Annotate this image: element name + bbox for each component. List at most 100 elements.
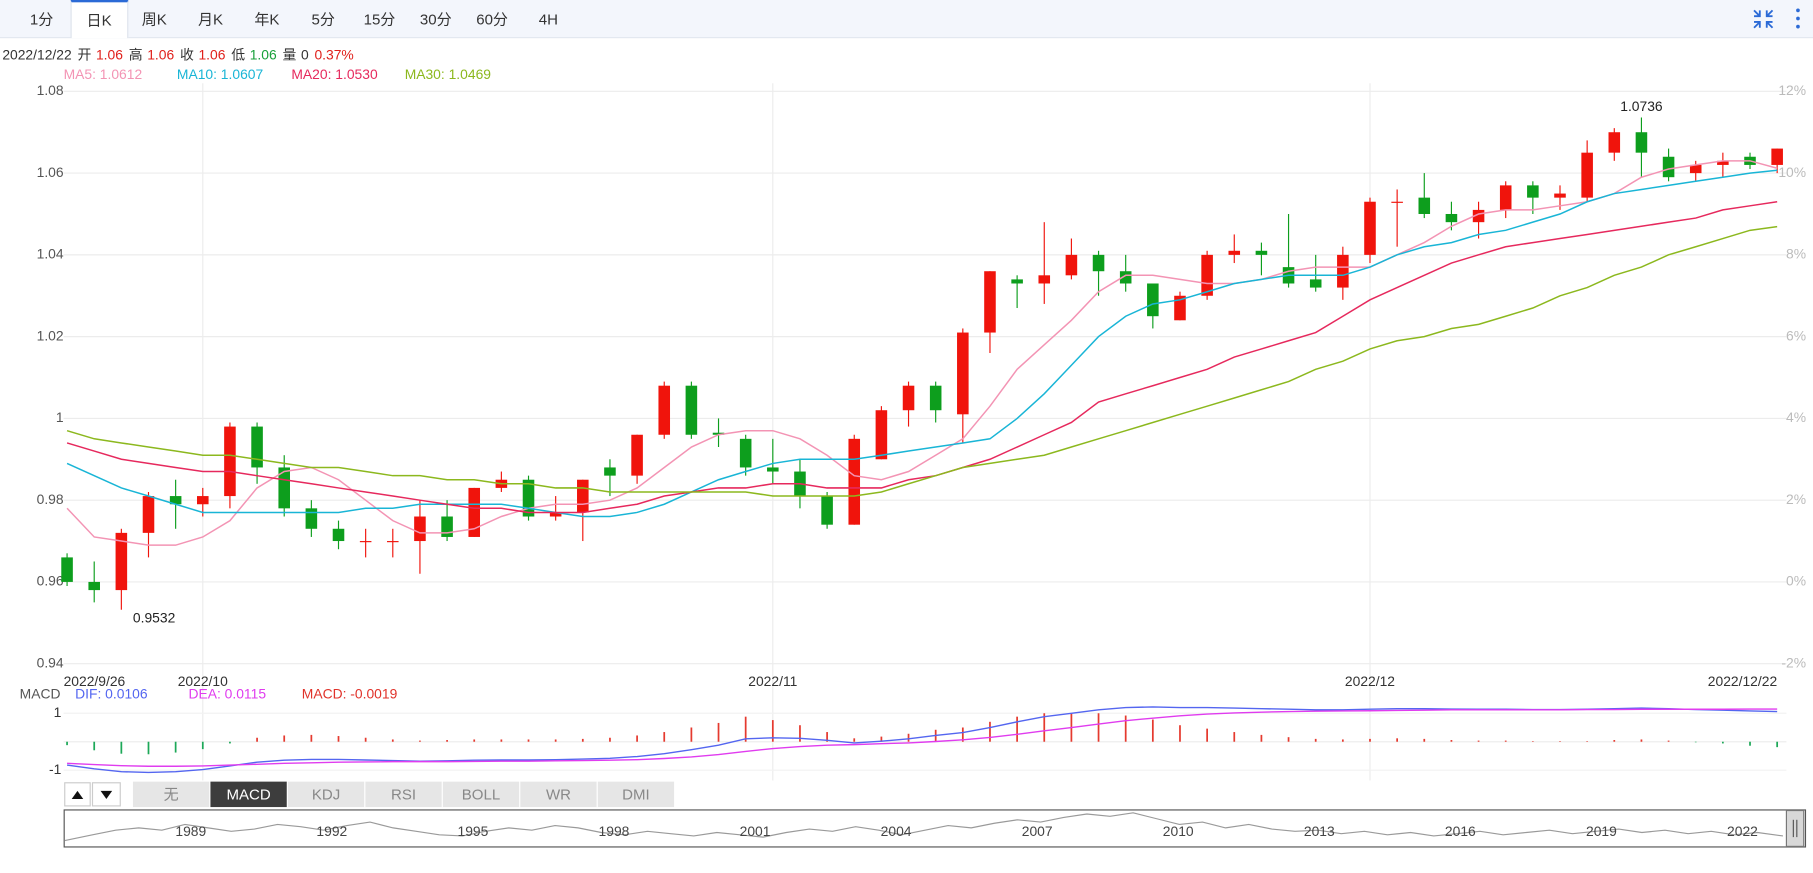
macd-line bbox=[67, 708, 1778, 767]
x-tick-label: 2022/11 bbox=[748, 673, 797, 689]
ma-line bbox=[66, 201, 1778, 514]
y-tick-label: 0.94 bbox=[37, 654, 64, 670]
candle-body bbox=[984, 271, 996, 333]
info-label: 量 bbox=[282, 46, 296, 62]
candle-body bbox=[1554, 193, 1566, 198]
candle-body bbox=[414, 516, 426, 542]
navigator-year: 2007 bbox=[1022, 823, 1053, 839]
y2-tick-label: 0% bbox=[1786, 573, 1806, 589]
ohlc-info: 2022/12/22 开 1.06 高 1.06 收 1.06 低 1.06 量 0 0.37% bbox=[2, 46, 353, 62]
candle-body bbox=[305, 508, 318, 529]
info-date: 2022/12/22 bbox=[2, 46, 72, 62]
y-tick-label: 1.02 bbox=[37, 327, 64, 343]
menu-dot[interactable] bbox=[1796, 8, 1800, 13]
candle-body bbox=[1174, 295, 1186, 321]
menu-dot[interactable] bbox=[1796, 16, 1800, 21]
candle-body bbox=[522, 479, 535, 517]
info-label: 低 bbox=[231, 46, 245, 62]
candle-body bbox=[875, 410, 888, 460]
y2-tick-label: 10% bbox=[1778, 164, 1806, 180]
candle-body bbox=[1201, 254, 1213, 296]
indicator-tab[interactable] bbox=[365, 781, 442, 808]
y-tick-label: 0.96 bbox=[37, 573, 64, 589]
period-tab[interactable]: 月K bbox=[198, 10, 224, 28]
candle-body bbox=[1337, 254, 1349, 288]
macd-legend: DEA: 0.0115 bbox=[188, 686, 266, 702]
candle-body bbox=[197, 496, 209, 505]
period-tab[interactable]: 1分 bbox=[29, 10, 54, 28]
period-tab[interactable]: 年K bbox=[254, 10, 280, 28]
indicator-tab-label: BOLL bbox=[462, 786, 500, 803]
candle-body bbox=[1608, 132, 1621, 153]
candle-body bbox=[1635, 132, 1648, 153]
navigator-year: 1998 bbox=[599, 823, 630, 839]
indicator-tab[interactable] bbox=[132, 781, 210, 808]
y2-tick-label: 12% bbox=[1778, 82, 1806, 98]
candle-body bbox=[1228, 250, 1241, 255]
candle-body bbox=[1255, 250, 1268, 255]
candle-body bbox=[685, 385, 698, 435]
macd-legend: DIF: 0.0106 bbox=[75, 686, 148, 702]
candle-body bbox=[1011, 279, 1023, 284]
indicator-tab-label: 无 bbox=[164, 786, 179, 803]
y2-tick-label: 2% bbox=[1786, 491, 1806, 507]
candle-body bbox=[278, 467, 290, 509]
navigator-year: 1989 bbox=[175, 823, 206, 839]
period-tab[interactable]: 30分 bbox=[419, 10, 452, 28]
candle-body bbox=[767, 467, 779, 472]
candle-body bbox=[1717, 160, 1729, 165]
candle-body bbox=[549, 512, 562, 517]
candle-body bbox=[251, 426, 263, 468]
ma-line bbox=[66, 225, 1778, 497]
candle-body bbox=[577, 479, 589, 513]
indicator-tab-label: DMI bbox=[622, 786, 650, 803]
period-tab[interactable]: 5分 bbox=[311, 10, 335, 28]
indicator-tab-label: KDJ bbox=[312, 786, 340, 803]
x-tick-label: 2022/12 bbox=[1345, 673, 1395, 689]
indicator-tab[interactable] bbox=[520, 781, 597, 808]
collapse-icon[interactable] bbox=[1753, 9, 1774, 29]
indicator-tab[interactable] bbox=[287, 781, 365, 808]
y-tick-label: 1 bbox=[54, 704, 62, 720]
candle-body bbox=[1689, 164, 1702, 174]
period-tab[interactable]: 15分 bbox=[363, 10, 396, 28]
macd-legend: MACD: -0.0019 bbox=[302, 686, 398, 702]
navigator-handle[interactable] bbox=[1785, 809, 1805, 847]
ma-legend: MA30: 1.0469 bbox=[405, 66, 492, 82]
navigator-year: 2019 bbox=[1586, 823, 1617, 839]
period-tab[interactable]: 周K bbox=[141, 10, 167, 28]
candle-body bbox=[929, 385, 942, 411]
candle-body bbox=[1662, 156, 1675, 178]
menu-dot[interactable] bbox=[1796, 24, 1800, 29]
candle-body bbox=[441, 516, 453, 537]
navigator bbox=[63, 809, 1807, 848]
x-tick-label: 2022/10 bbox=[178, 673, 228, 689]
y2-tick-label: 4% bbox=[1786, 409, 1806, 425]
y-tick-label: 1.04 bbox=[37, 246, 64, 262]
period-toolbar: 1分 日K 周K 月K 年K 5分 15分 30分 60分 4H bbox=[0, 0, 1813, 39]
period-tab[interactable]: 60分 bbox=[476, 10, 508, 28]
candle-body bbox=[224, 426, 236, 497]
candle-body bbox=[1391, 201, 1403, 203]
window-icons bbox=[1753, 8, 1800, 29]
indicator-tab-label: MACD bbox=[226, 786, 270, 803]
indicator-tab[interactable] bbox=[597, 781, 675, 808]
info-label: 开 bbox=[77, 46, 91, 62]
indicator-tab[interactable] bbox=[442, 781, 520, 808]
indicator-tab[interactable] bbox=[210, 781, 287, 808]
ma-line bbox=[66, 169, 1778, 518]
candle-body bbox=[957, 332, 969, 415]
candle-body bbox=[1038, 275, 1051, 284]
y2-tick-label: 8% bbox=[1786, 246, 1806, 262]
info-label: 高 bbox=[129, 46, 143, 62]
x-tick-label: 2022/9/26 bbox=[64, 673, 126, 689]
down-arrow bbox=[100, 790, 113, 799]
navigator-year: 2001 bbox=[740, 823, 771, 839]
period-tab[interactable]: 4H bbox=[538, 10, 559, 28]
period-tab[interactable]: 日K bbox=[70, 0, 128, 39]
x-tick-label: 2022/12/22 bbox=[1708, 673, 1778, 689]
candle-body bbox=[604, 467, 616, 476]
y-tick-label: 0.98 bbox=[37, 491, 64, 507]
candle-body bbox=[332, 528, 345, 542]
